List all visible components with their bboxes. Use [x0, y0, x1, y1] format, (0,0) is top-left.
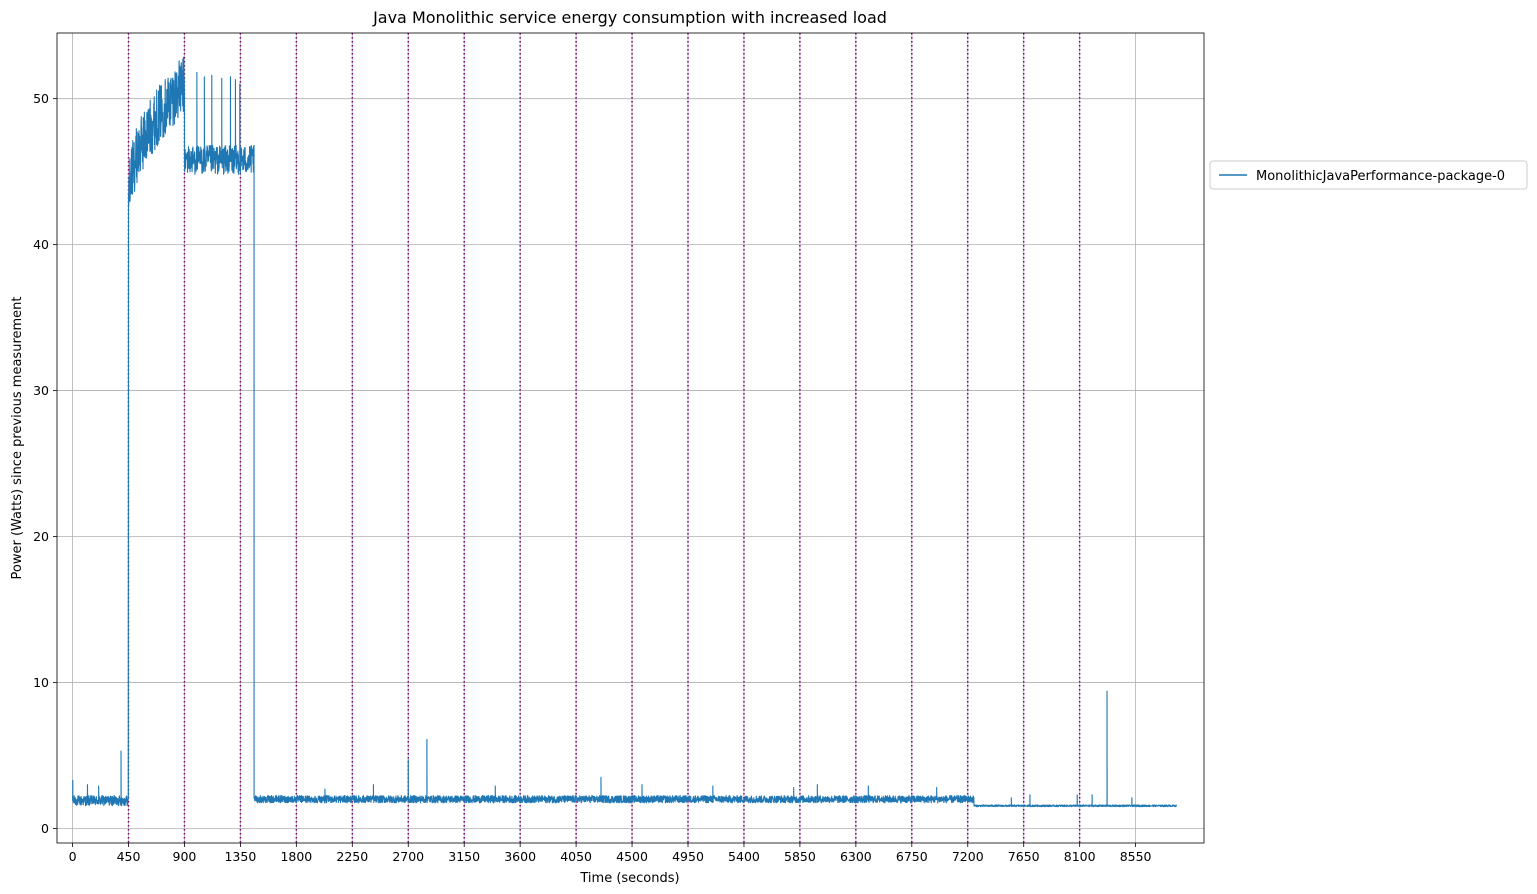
x-tick-label: 0 — [69, 849, 77, 864]
x-tick-label: 450 — [117, 849, 141, 864]
x-tick-label: 4500 — [616, 849, 648, 864]
series-line-monolithic-java-performance — [71, 56, 1177, 808]
chart-title: Java Monolithic service energy consumpti… — [372, 8, 887, 27]
y-tick-label: 50 — [33, 91, 49, 106]
x-axis-ticks: 0 450 900 1350 1800 2250 2700 3150 3600 4050 4500 4… — [69, 843, 1152, 864]
y-tick-label: 30 — [33, 383, 49, 398]
x-tick-label: 1350 — [224, 849, 256, 864]
x-tick-label: 8100 — [1064, 849, 1096, 864]
x-tick-label: 3150 — [448, 849, 480, 864]
legend: MonolithicJavaPerformance-package-0 — [1209, 160, 1528, 190]
x-tick-label: 2250 — [336, 849, 368, 864]
x-tick-label: 5850 — [784, 849, 816, 864]
x-tick-label: 4950 — [672, 849, 704, 864]
x-tick-label: 2700 — [392, 849, 424, 864]
y-tick-label: 40 — [33, 237, 49, 252]
phase-marker-lines — [127, 33, 1081, 843]
x-tick-label: 7200 — [952, 849, 984, 864]
y-tick-label: 20 — [33, 529, 49, 544]
y-axis-label: Power (Watts) since previous measurement — [10, 297, 25, 580]
y-tick-label: 0 — [41, 821, 49, 836]
x-tick-label: 6750 — [896, 849, 928, 864]
x-tick-label: 900 — [173, 849, 197, 864]
x-tick-label: 6300 — [840, 849, 872, 864]
legend-box — [1209, 160, 1528, 190]
plot-frame — [56, 32, 1205, 844]
x-tick-label: 8550 — [1120, 849, 1152, 864]
x-tick-label: 1800 — [280, 849, 312, 864]
x-tick-label: 7650 — [1008, 849, 1040, 864]
series-layer — [71, 56, 1177, 808]
y-tick-label: 10 — [33, 675, 49, 690]
x-tick-label: 3600 — [504, 849, 536, 864]
x-tick-label: 5400 — [728, 849, 760, 864]
x-axis-label: Time (seconds) — [579, 871, 679, 886]
y-axis-ticks: 0 10 20 30 40 50 — [33, 91, 57, 836]
legend-label: MonolithicJavaPerformance-package-0 — [1256, 169, 1505, 184]
x-tick-label: 4050 — [560, 849, 592, 864]
